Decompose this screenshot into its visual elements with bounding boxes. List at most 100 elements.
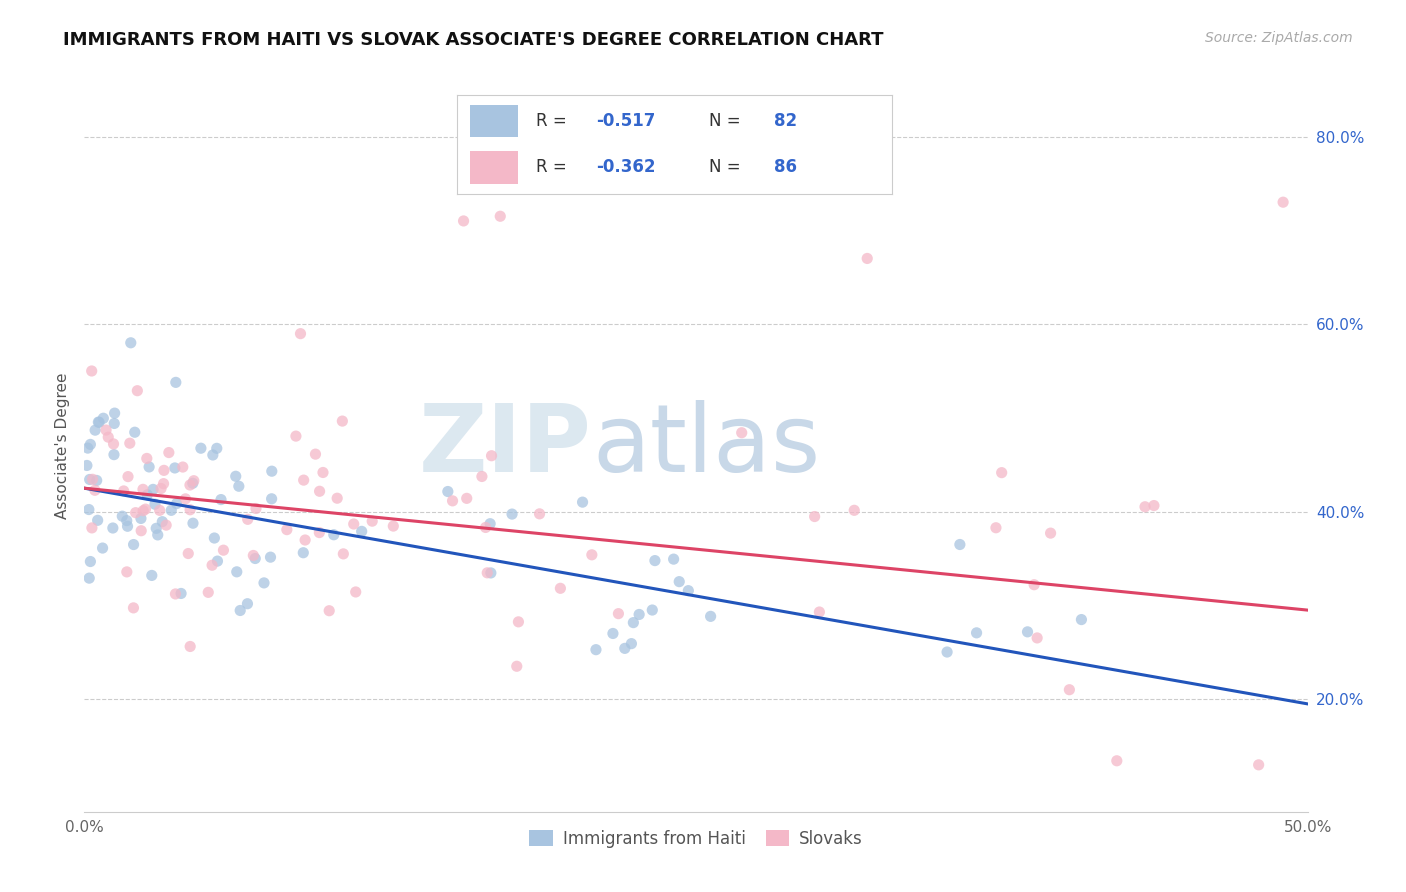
Point: [236, 597, 259, 611]
Point: [699, 609, 721, 624]
Point: [76, 458, 98, 473]
Point: [132, 483, 155, 497]
Point: [844, 503, 866, 517]
Point: [949, 537, 972, 551]
Point: [481, 449, 503, 463]
Point: [120, 335, 142, 350]
Point: [103, 448, 125, 462]
Point: [146, 528, 169, 542]
Point: [343, 516, 366, 531]
Point: [183, 474, 205, 488]
Point: [163, 461, 186, 475]
Point: [84, 423, 107, 437]
Point: [103, 417, 125, 431]
Point: [115, 565, 138, 579]
Point: [153, 463, 176, 477]
Point: [602, 626, 624, 640]
Point: [86, 474, 108, 488]
Point: [104, 406, 127, 420]
Text: Source: ZipAtlas.com: Source: ZipAtlas.com: [1205, 31, 1353, 45]
Point: [508, 615, 530, 629]
Y-axis label: Associate's Degree: Associate's Degree: [55, 373, 70, 519]
Point: [990, 466, 1012, 480]
Point: [236, 512, 259, 526]
Point: [150, 482, 173, 496]
Point: [150, 515, 173, 529]
Point: [308, 484, 330, 499]
Point: [165, 376, 187, 390]
Point: [129, 524, 152, 538]
Point: [117, 519, 139, 533]
Point: [803, 509, 825, 524]
Point: [127, 384, 149, 398]
Point: [613, 641, 636, 656]
Point: [678, 583, 700, 598]
Point: [160, 503, 183, 517]
Point: [304, 447, 326, 461]
Point: [984, 521, 1007, 535]
Point: [202, 531, 225, 545]
Point: [179, 478, 201, 492]
Point: [644, 553, 666, 567]
Text: atlas: atlas: [592, 400, 820, 492]
Point: [197, 585, 219, 599]
Point: [76, 441, 98, 455]
Point: [308, 525, 330, 540]
Point: [260, 491, 283, 506]
Point: [1247, 757, 1270, 772]
Point: [456, 491, 478, 506]
Point: [529, 507, 551, 521]
Point: [101, 521, 124, 535]
Point: [166, 497, 188, 511]
Point: [290, 326, 312, 341]
Point: [145, 521, 167, 535]
Point: [86, 513, 108, 527]
Point: [662, 552, 685, 566]
Point: [179, 502, 201, 516]
Point: [80, 521, 103, 535]
Point: [489, 209, 512, 223]
Point: [477, 566, 499, 580]
Point: [1026, 631, 1049, 645]
Point: [585, 642, 607, 657]
Point: [312, 466, 335, 480]
Point: [330, 414, 353, 428]
Point: [292, 473, 315, 487]
Point: [190, 441, 212, 455]
Point: [124, 425, 146, 440]
Point: [1143, 499, 1166, 513]
Point: [350, 524, 373, 539]
Point: [181, 476, 204, 491]
Point: [1039, 526, 1062, 541]
Point: [326, 491, 349, 506]
Point: [87, 415, 110, 429]
Point: [91, 541, 114, 555]
Point: [152, 476, 174, 491]
Point: [260, 464, 283, 478]
Point: [157, 445, 180, 459]
Legend: Immigrants from Haiti, Slovaks: Immigrants from Haiti, Slovaks: [523, 823, 869, 855]
Point: [82, 472, 104, 486]
Point: [245, 551, 267, 566]
Point: [212, 543, 235, 558]
Point: [1024, 578, 1046, 592]
Point: [506, 659, 529, 673]
Point: [138, 459, 160, 474]
Point: [294, 533, 316, 547]
Point: [201, 448, 224, 462]
Point: [501, 507, 523, 521]
Point: [441, 493, 464, 508]
Point: [253, 575, 276, 590]
Point: [79, 437, 101, 451]
Point: [361, 514, 384, 528]
Point: [620, 637, 643, 651]
Point: [242, 549, 264, 563]
Point: [808, 605, 831, 619]
Point: [111, 509, 134, 524]
Point: [80, 364, 103, 378]
Point: [731, 425, 754, 440]
Point: [225, 469, 247, 483]
Text: IMMIGRANTS FROM HAITI VS SLOVAK ASSOCIATE'S DEGREE CORRELATION CHART: IMMIGRANTS FROM HAITI VS SLOVAK ASSOCIAT…: [63, 31, 884, 49]
Point: [155, 518, 177, 533]
Point: [174, 491, 197, 506]
